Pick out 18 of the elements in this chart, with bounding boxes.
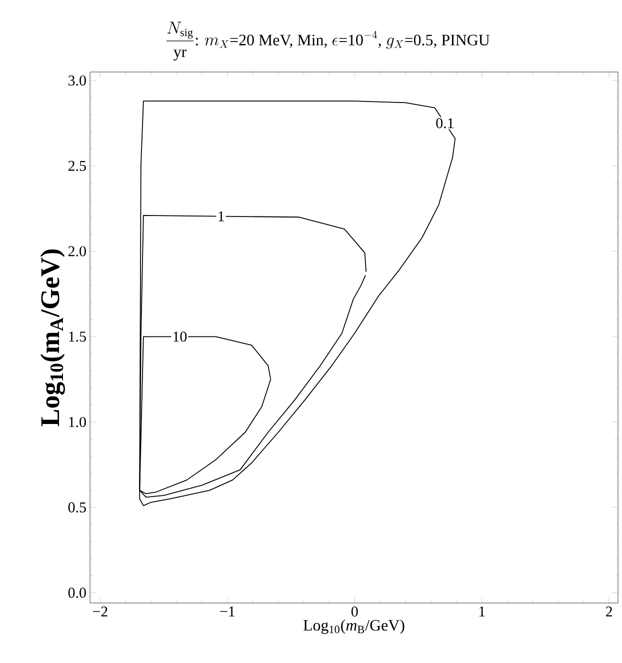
series-label: 1 <box>218 211 224 222</box>
series-label: 0.1 <box>436 118 454 128</box>
y-tick-label: 3.0 <box>68 75 86 86</box>
x-tick-label: −1 <box>220 606 234 616</box>
x-tick-label: −2 <box>92 606 108 616</box>
chart-title: $\frac{N_{\mathrm{sig}}}{\mathrm{yr}}\text{: }m_X\text{=20 MeV, Min, }\epsilon\text{=10}^{-4}\text{, }g_X\text{=0.5, PINGU}$ <box>166 22 490 60</box>
y-axis-title: Log$_{10}$(m$_{A}$/GeV) <box>40 249 65 426</box>
y-tick-label: 2.0 <box>68 246 86 256</box>
y-tick-label: 0.5 <box>68 502 86 512</box>
y-tick-label: 0.0 <box>68 588 86 598</box>
y-tick-label: 1.0 <box>69 416 86 428</box>
x-axis-title: Log$_{10}$(m$_{B}$/GeV) <box>303 619 404 634</box>
y-tick-label: 2.5 <box>68 160 86 171</box>
x-tick-label: 2 <box>606 606 612 616</box>
x-tick-label: 1 <box>479 606 485 616</box>
series-label: 10 <box>174 332 187 342</box>
y-tick-label: 1.5 <box>69 332 86 342</box>
x-tick-label: 0 <box>351 606 358 617</box>
